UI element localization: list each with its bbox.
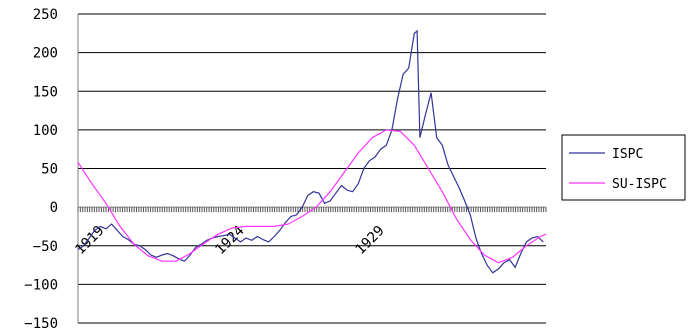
y-tick-label: −100 xyxy=(24,277,58,293)
legend: ISPC SU-ISPC xyxy=(561,134,686,201)
y-tick-label: −150 xyxy=(24,316,58,331)
y-tick-label: −50 xyxy=(33,239,58,255)
grid-lines xyxy=(78,13,546,324)
legend-label: ISPC xyxy=(612,147,643,162)
legend-label: SU-ISPC xyxy=(612,177,667,192)
series-line-su-ispc xyxy=(77,129,547,264)
y-tick-label: 100 xyxy=(33,123,58,139)
y-tick-label: 250 xyxy=(33,7,58,23)
y-tick-label: 50 xyxy=(41,162,58,178)
x-tick-label: 1929 xyxy=(353,223,388,258)
y-tick-label: 0 xyxy=(50,200,58,216)
y-tick-label: 150 xyxy=(33,84,58,100)
series-line-ispc xyxy=(77,29,544,274)
y-axis: 250 200 150 100 50 0 −50 −100 −150 xyxy=(24,7,79,332)
legend-box xyxy=(561,134,686,201)
series-lines xyxy=(77,29,547,274)
y-tick-label: 200 xyxy=(33,46,58,62)
